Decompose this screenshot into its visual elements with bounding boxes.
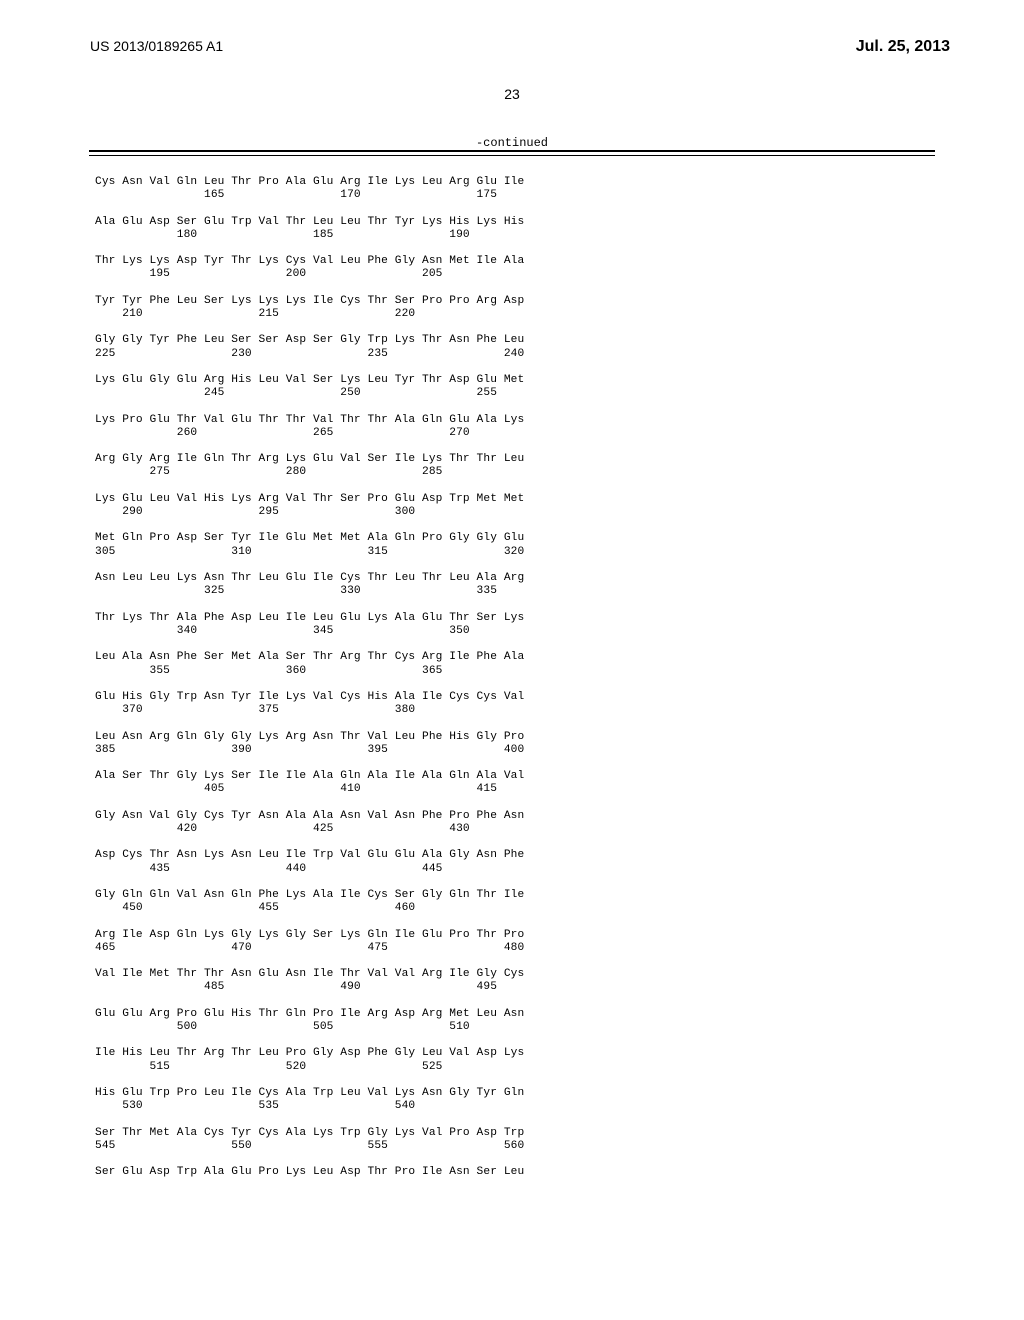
rule-thick bbox=[89, 150, 935, 152]
sequence-listing: Cys Asn Val Gln Leu Thr Pro Ala Glu Arg … bbox=[95, 176, 524, 1179]
continued-label: -continued bbox=[0, 136, 1024, 150]
page-number: 23 bbox=[0, 86, 1024, 102]
doc-id: US 2013/0189265 A1 bbox=[90, 38, 223, 56]
header: US 2013/0189265 A1 Jul. 25, 2013 bbox=[0, 38, 1024, 56]
pub-date: Jul. 25, 2013 bbox=[856, 38, 950, 56]
rule-thin bbox=[89, 155, 935, 156]
